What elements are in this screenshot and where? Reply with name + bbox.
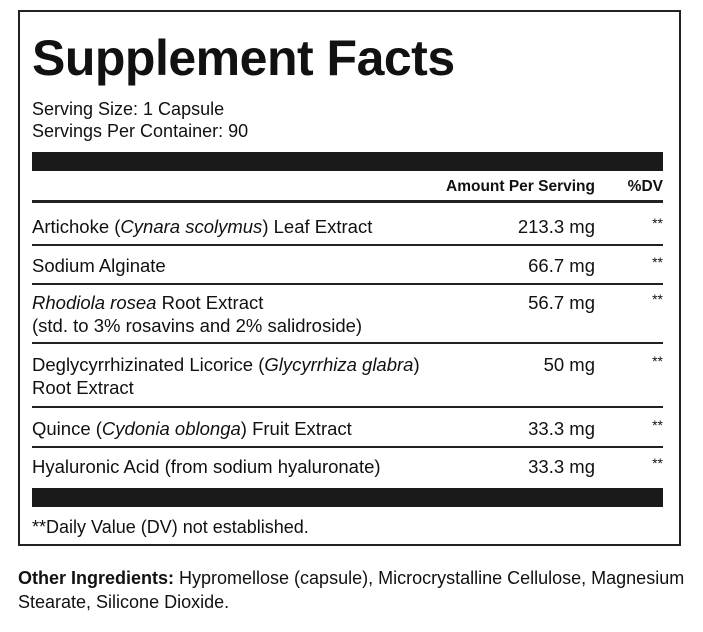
other-ingredients-label: Other Ingredients: xyxy=(18,568,175,588)
row-divider xyxy=(32,406,663,408)
amount-header: Amount Per Serving xyxy=(446,178,595,195)
panel-title: Supplement Facts xyxy=(32,30,455,86)
supplement-facts-panel: Supplement Facts Serving Size: 1 Capsule… xyxy=(18,10,681,546)
header-divider xyxy=(32,200,663,203)
top-divider-bar xyxy=(32,152,663,171)
other-ingredients: Other Ingredients: Hypromellose (capsule… xyxy=(18,566,703,614)
bottom-divider-bar xyxy=(32,488,663,507)
servings-per-container: Servings Per Container: 90 xyxy=(32,121,249,141)
footnote: **Daily Value (DV) not established. xyxy=(32,517,309,537)
serving-size: Serving Size: 1 Capsule xyxy=(32,99,225,119)
row-divider xyxy=(32,342,663,344)
dv-header: %DV xyxy=(627,178,663,195)
row-divider xyxy=(32,446,663,448)
other-ingredients-text: Hypromellose (capsule), Microcrystalline… xyxy=(18,568,685,612)
row-divider xyxy=(32,283,663,285)
row-divider xyxy=(32,244,663,246)
